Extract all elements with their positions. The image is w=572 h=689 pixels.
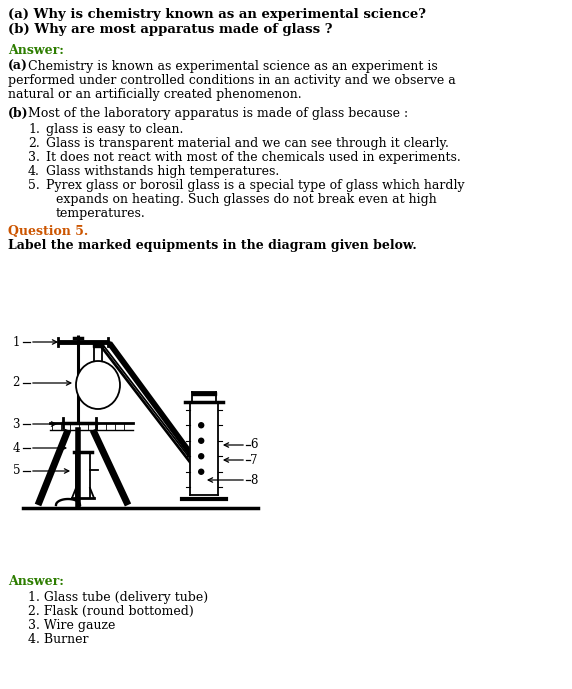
Text: (b): (b) [8, 107, 29, 120]
Text: Label the marked equipments in the diagram given below.: Label the marked equipments in the diagr… [8, 239, 417, 252]
Ellipse shape [76, 361, 120, 409]
Text: (b) Why are most apparatus made of glass ?: (b) Why are most apparatus made of glass… [8, 23, 332, 36]
Text: 1: 1 [13, 336, 20, 349]
Text: 3.: 3. [28, 151, 40, 164]
Text: 8: 8 [250, 473, 257, 486]
Text: Most of the laboratory apparatus is made of glass because :: Most of the laboratory apparatus is made… [28, 107, 408, 120]
Text: 4. Burner: 4. Burner [28, 633, 89, 646]
Text: 7: 7 [250, 453, 257, 466]
Text: natural or an artificially created phenomenon.: natural or an artificially created pheno… [8, 88, 301, 101]
Text: Answer:: Answer: [8, 44, 64, 57]
Text: Glass withstands high temperatures.: Glass withstands high temperatures. [46, 165, 279, 178]
Text: 3. Wire gauze: 3. Wire gauze [28, 619, 116, 632]
Text: Chemistry is known as experimental science as an experiment is: Chemistry is known as experimental scien… [28, 60, 438, 73]
Text: 4: 4 [13, 442, 20, 455]
Text: performed under controlled conditions in an activity and we observe a: performed under controlled conditions in… [8, 74, 456, 87]
Text: 4.: 4. [28, 165, 40, 178]
Circle shape [198, 438, 204, 443]
Circle shape [198, 469, 204, 474]
Text: (a): (a) [8, 60, 28, 73]
Text: 2. Flask (round bottomed): 2. Flask (round bottomed) [28, 605, 194, 618]
Text: Glass is transparent material and we can see through it clearly.: Glass is transparent material and we can… [46, 137, 449, 150]
Text: 2.: 2. [28, 137, 39, 150]
Text: It does not react with most of the chemicals used in experiments.: It does not react with most of the chemi… [46, 151, 461, 164]
Text: 5: 5 [13, 464, 20, 477]
Text: 2: 2 [13, 376, 20, 389]
Text: glass is easy to clean.: glass is easy to clean. [46, 123, 184, 136]
Text: 1.: 1. [28, 123, 40, 136]
Circle shape [198, 454, 204, 459]
Circle shape [198, 423, 204, 428]
Text: Pyrex glass or borosil glass is a special type of glass which hardly: Pyrex glass or borosil glass is a specia… [46, 179, 464, 192]
Text: 1. Glass tube (delivery tube): 1. Glass tube (delivery tube) [28, 591, 208, 604]
Text: 6: 6 [250, 438, 257, 451]
Text: expands on heating. Such glasses do not break even at high: expands on heating. Such glasses do not … [56, 193, 437, 206]
Text: (a) Why is chemistry known as an experimental science?: (a) Why is chemistry known as an experim… [8, 8, 426, 21]
Text: temperatures.: temperatures. [56, 207, 146, 220]
Text: 3: 3 [13, 418, 20, 431]
Text: Answer:: Answer: [8, 575, 64, 588]
Text: Question 5.: Question 5. [8, 225, 88, 238]
Text: 5.: 5. [28, 179, 39, 192]
